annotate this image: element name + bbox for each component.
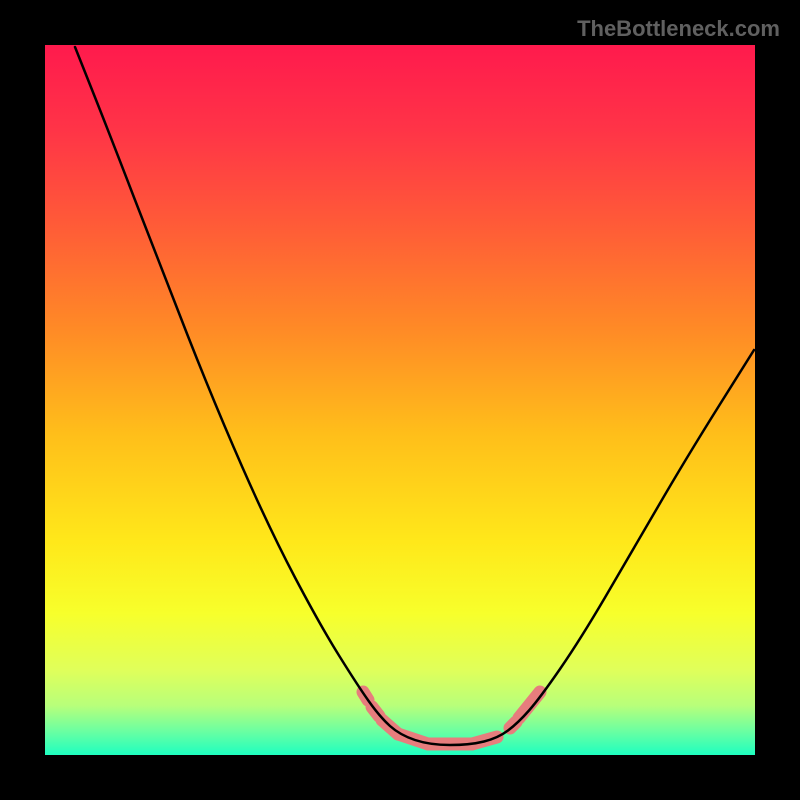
bottleneck-chart	[0, 0, 800, 800]
gradient-plot-area	[45, 45, 755, 755]
chart-frame: TheBottleneck.com	[0, 0, 800, 800]
